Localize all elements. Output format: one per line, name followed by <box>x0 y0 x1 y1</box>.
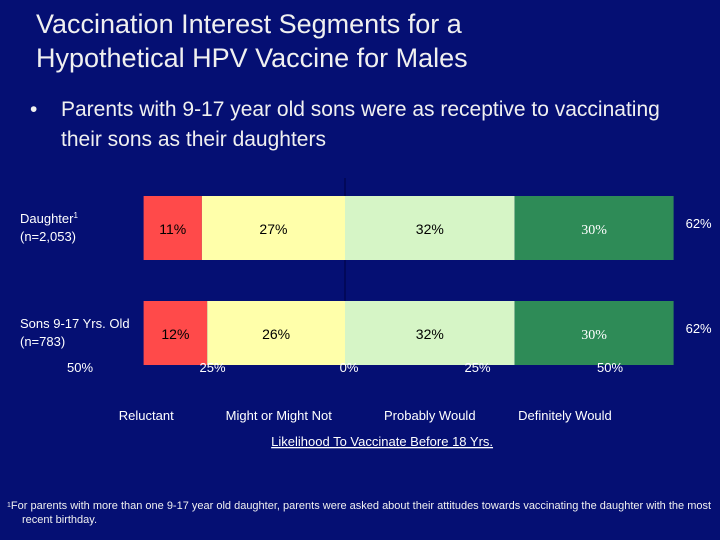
tick-label-2: 25% <box>199 360 225 375</box>
row-sublabel-1: (n=2,053) <box>20 229 76 244</box>
bar-segment-2-1 <box>143 301 208 365</box>
data-label-1-4: 30% <box>581 223 607 238</box>
segment-name-2: Might or Might Not <box>226 408 333 423</box>
row-label-sup-1: 1 <box>73 211 78 220</box>
bar-segment-1-2 <box>201 196 345 260</box>
total-label-1: 62% <box>686 216 712 231</box>
tick-label-5: 50% <box>597 360 623 375</box>
data-label-2-4: 30% <box>581 328 607 343</box>
data-label-2-3: 32% <box>416 326 444 342</box>
bullet-dot-icon: • <box>30 98 38 121</box>
footnote: 1For parents with more than one 9-17 yea… <box>7 499 720 527</box>
bullet-point: • Parents with 9-17 year old sons were as… <box>30 95 701 155</box>
row-label-2: Sons 9-17 Yrs. Old <box>20 316 130 331</box>
bar-segment-1-1 <box>143 196 202 260</box>
segment-name-1: Reluctant <box>119 408 174 423</box>
row-label-1: Daughter1 <box>20 211 78 226</box>
page-title: Vaccination Interest Segments for a Hypo… <box>36 7 696 75</box>
row-sublabel-2: (n=783) <box>20 334 65 349</box>
tick-label-1: 50% <box>67 360 93 375</box>
data-label-1-2: 27% <box>259 221 287 237</box>
bullet-text: Parents with 9-17 year old sons were as … <box>61 98 660 151</box>
footnote-marker: 1 <box>7 502 11 509</box>
data-label-1-1: 11% <box>159 221 186 237</box>
segment-name-4: Definitely Would <box>518 408 612 423</box>
bar-segment-1-4 <box>514 196 674 260</box>
data-label-2-1: 12% <box>161 326 189 342</box>
data-label-1-3: 32% <box>416 221 444 237</box>
title-line-2: Hypothetical HPV Vaccine for Males <box>36 43 468 73</box>
total-label-2: 62% <box>686 321 712 336</box>
title-line-1: Vaccination Interest Segments for a <box>36 9 462 39</box>
bar-segment-2-3 <box>345 301 515 365</box>
segment-name-3: Probably Would <box>384 408 476 423</box>
bar-segment-2-2 <box>207 301 345 365</box>
bar-segment-2-4 <box>514 301 674 365</box>
tick-label-3: 0% <box>340 360 359 375</box>
x-axis-label: Likelihood To Vaccinate Before 18 Yrs. <box>271 434 493 449</box>
data-label-2-2: 26% <box>262 326 290 342</box>
tick-label-4: 25% <box>464 360 490 375</box>
footnote-text: For parents with more than one 9-17 year… <box>10 500 712 526</box>
bar-segment-1-3 <box>345 196 515 260</box>
